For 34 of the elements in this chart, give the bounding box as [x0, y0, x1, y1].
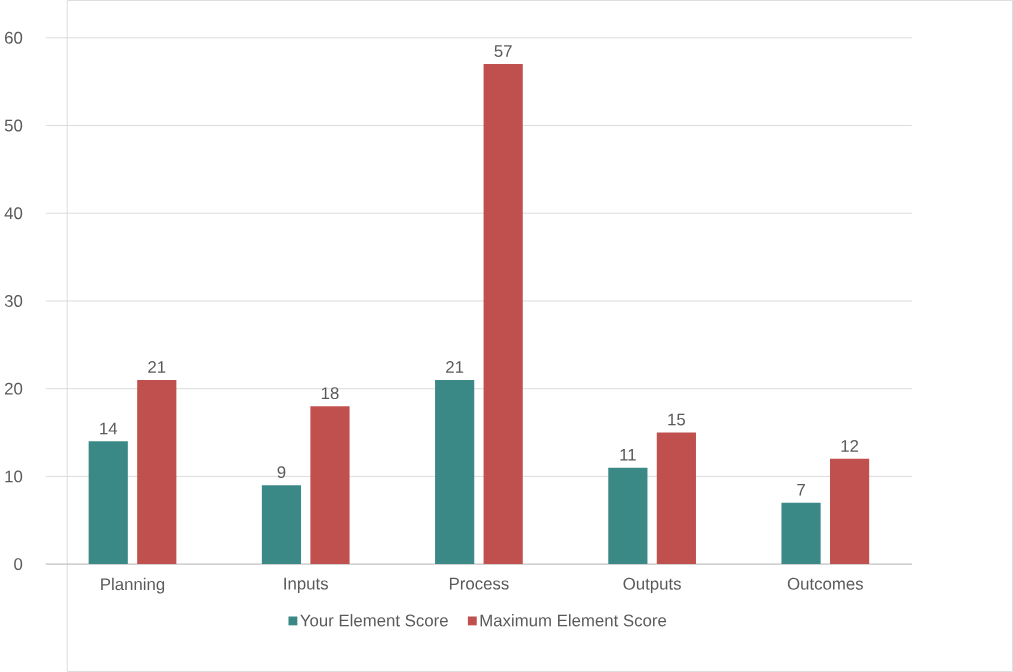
y-tick-label: 50: [4, 119, 23, 132]
bar: [435, 379, 475, 565]
bar: [261, 485, 302, 565]
bar: [656, 432, 696, 565]
legend-label: Maximum Element Score: [480, 614, 667, 627]
x-tick-label: Outcomes: [787, 577, 863, 590]
y-tick-label: 60: [5, 31, 23, 44]
data-label: 9: [277, 466, 286, 479]
bar: [483, 64, 523, 565]
data-label: 21: [446, 361, 464, 373]
data-label: 12: [841, 440, 859, 452]
data-label: 18: [321, 387, 339, 400]
data-label: 11: [620, 449, 636, 461]
bar: [137, 379, 177, 565]
data-label: 57: [494, 45, 512, 58]
data-label: 21: [148, 361, 166, 373]
y-tick-label: 10: [5, 470, 23, 483]
bar: [88, 441, 128, 565]
x-tick-label: Outputs: [623, 577, 681, 594]
bar: [781, 502, 821, 565]
data-label: 7: [797, 484, 805, 496]
bar: [829, 458, 870, 565]
y-tick-label: 40: [4, 207, 23, 220]
x-tick-label: Inputs: [284, 577, 328, 593]
x-tick-label: Planning: [101, 577, 165, 594]
data-label: 14: [100, 422, 118, 435]
x-tick-label: Process: [449, 577, 509, 590]
y-tick-label: 0: [14, 558, 23, 571]
bar: [608, 467, 648, 565]
y-tick-label: 30: [4, 295, 23, 307]
y-tick-label: 20: [5, 382, 23, 395]
legend-label: Your Element Score: [300, 614, 448, 627]
bar: [310, 406, 350, 565]
data-label: 15: [668, 413, 686, 426]
